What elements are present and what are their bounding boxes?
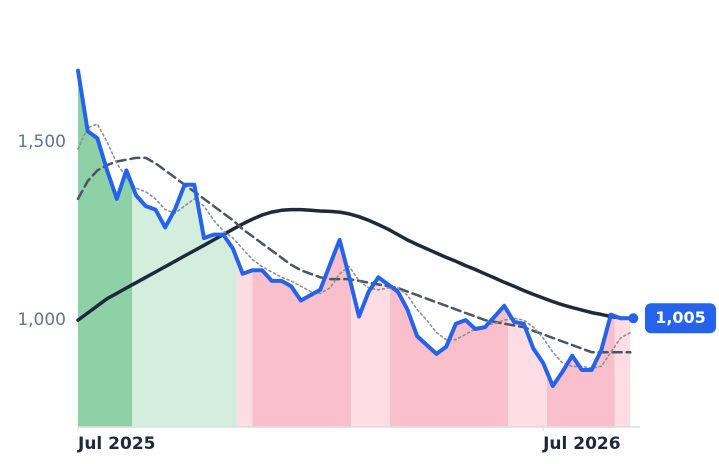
region-area	[236, 258, 253, 427]
end-label-box	[645, 303, 716, 334]
series-line	[76, 68, 633, 388]
y-tick-label: 1,500	[17, 132, 66, 152]
region-area	[508, 312, 547, 427]
y-tick-label: 1,000	[17, 310, 66, 330]
series-line	[76, 156, 632, 354]
end-label: 1,005	[655, 308, 706, 327]
x-tick-label: Jul 2025	[77, 434, 156, 454]
end-dot	[628, 313, 639, 324]
x-tick-label: Jul 2026	[542, 434, 621, 454]
series-line	[77, 123, 632, 369]
series-line	[76, 207, 633, 322]
region-area	[78, 70, 133, 427]
region-area	[614, 316, 631, 427]
region-area	[252, 239, 352, 427]
region-area	[132, 184, 237, 427]
region-area	[390, 285, 509, 427]
